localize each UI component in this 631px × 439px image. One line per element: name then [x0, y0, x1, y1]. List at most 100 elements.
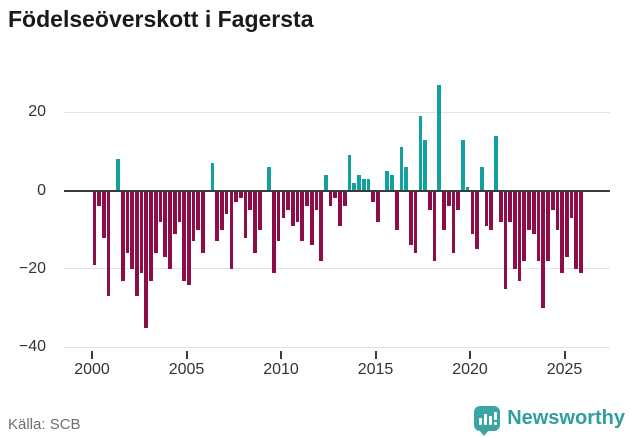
bar-negative: [319, 190, 323, 262]
x-axis-tick: [374, 351, 377, 359]
x-axis-tick-label: 2020: [452, 361, 488, 378]
y-axis-tick-label: 0: [37, 181, 46, 199]
bar-negative: [522, 190, 527, 262]
bar-negative: [442, 190, 446, 230]
bar-negative: [371, 190, 375, 203]
bar-positive: [361, 178, 366, 191]
bar-negative: [413, 190, 418, 254]
y-axis-tick-label: 20: [28, 103, 46, 121]
bar-negative: [305, 190, 309, 207]
bar-negative: [569, 190, 574, 218]
bar-negative: [168, 190, 172, 269]
bar-negative: [517, 190, 522, 281]
newsworthy-logo: Newsworthy: [474, 406, 625, 436]
bar-negative: [376, 190, 380, 222]
bar-negative: [432, 190, 437, 262]
bar-negative: [153, 190, 158, 254]
bar-positive: [385, 170, 390, 191]
bar-positive: [479, 166, 484, 191]
bar-negative: [201, 190, 205, 254]
bar-negative: [243, 190, 248, 238]
x-axis-tick-label: 2025: [546, 361, 583, 378]
logo-exclamation-dot-icon: [494, 422, 498, 425]
bar-negative: [456, 190, 460, 211]
bar-negative: [290, 190, 295, 226]
bar-negative: [550, 190, 555, 211]
newsworthy-logo-icon: [474, 406, 501, 436]
bar-negative: [125, 190, 130, 254]
bar-negative: [196, 190, 201, 230]
bar-negative: [144, 190, 149, 328]
bar-positive: [324, 174, 328, 191]
bar-positive: [210, 163, 215, 191]
bar-negative: [234, 190, 238, 203]
bar-positive: [423, 139, 427, 191]
logo-bar-icon: [489, 416, 493, 425]
bar-negative: [97, 190, 101, 207]
bar-negative: [276, 190, 281, 242]
bar-negative: [513, 190, 517, 269]
bar-negative: [451, 190, 456, 254]
bar-negative: [309, 190, 314, 246]
x-axis-tick: [563, 351, 566, 359]
bar-negative: [286, 190, 290, 211]
bar-positive: [437, 84, 442, 191]
bar-positive: [399, 147, 404, 191]
bar-negative: [92, 190, 97, 265]
bar-negative: [177, 190, 182, 222]
bar-negative: [546, 190, 550, 262]
logo-bar-icon: [479, 418, 483, 425]
bar-negative: [130, 190, 134, 269]
bar-negative: [579, 190, 583, 273]
bar-negative: [427, 190, 432, 211]
logo-bar-icon: [484, 414, 488, 425]
bar-negative: [238, 190, 243, 199]
bar-negative: [328, 190, 333, 207]
bar-negative: [508, 190, 512, 222]
x-axis-tick-label: 2000: [74, 361, 110, 378]
bar-negative: [182, 190, 186, 281]
bar-negative: [215, 190, 220, 242]
bar-positive: [116, 159, 120, 191]
y-gridline: [64, 346, 610, 348]
bar-positive: [347, 155, 352, 191]
bar-negative: [139, 190, 144, 273]
bar-negative: [333, 190, 338, 199]
bar-negative: [149, 190, 153, 281]
bar-negative: [120, 190, 125, 281]
bar-negative: [560, 190, 564, 273]
bar-positive: [390, 174, 394, 191]
bar-negative: [272, 190, 276, 273]
bar-positive: [418, 116, 423, 191]
bar-negative: [394, 190, 399, 230]
source-attribution: Källa: SCB: [8, 416, 81, 433]
bar-positive: [267, 166, 271, 191]
x-axis-tick: [280, 351, 282, 359]
bar-negative: [158, 190, 163, 222]
bar-negative: [187, 190, 191, 285]
bar-negative: [220, 190, 224, 230]
bar-negative: [498, 190, 503, 222]
bar-negative: [489, 190, 494, 230]
bar-negative: [338, 190, 342, 226]
x-axis-tick-label: 2005: [168, 361, 205, 378]
bar-negative: [229, 190, 234, 269]
x-axis-tick: [185, 351, 188, 359]
bar-negative: [536, 190, 541, 262]
bar-negative: [503, 190, 508, 289]
bar-negative: [342, 190, 347, 207]
bar-negative: [135, 190, 139, 297]
bar-negative: [314, 190, 319, 211]
bar-positive: [465, 186, 470, 191]
bar-negative: [172, 190, 177, 234]
bar-negative: [574, 190, 579, 269]
bar-negative: [484, 190, 489, 226]
bar-positive: [404, 166, 409, 191]
bar-negative: [527, 190, 531, 230]
x-axis-tick-label: 2015: [357, 361, 394, 378]
bar-negative: [300, 190, 305, 242]
y-axis-tick-label: −20: [18, 259, 46, 277]
bar-negative: [409, 190, 413, 246]
